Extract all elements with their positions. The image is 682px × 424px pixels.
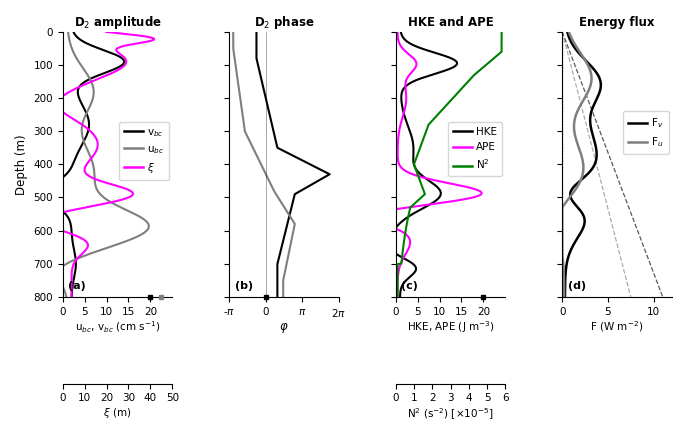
- Text: (a): (a): [68, 281, 86, 291]
- Title: Energy flux: Energy flux: [579, 16, 655, 29]
- X-axis label: $\varphi$: $\varphi$: [279, 321, 288, 335]
- Text: (c): (c): [401, 281, 418, 291]
- Title: D$_2$ phase: D$_2$ phase: [254, 14, 314, 31]
- Legend: HKE, APE, N$^2$: HKE, APE, N$^2$: [448, 122, 502, 176]
- Legend: v$_{bc}$, u$_{bc}$, $\xi$: v$_{bc}$, u$_{bc}$, $\xi$: [119, 122, 169, 180]
- Title: HKE and APE: HKE and APE: [408, 16, 493, 29]
- X-axis label: HKE, APE (J m$^{-3}$): HKE, APE (J m$^{-3}$): [406, 319, 494, 335]
- X-axis label: N$^2$ (s$^{-2}$) [$\times$10$^{-5}$]: N$^2$ (s$^{-2}$) [$\times$10$^{-5}$]: [407, 406, 494, 422]
- Text: (b): (b): [235, 281, 253, 291]
- Y-axis label: Depth (m): Depth (m): [15, 134, 28, 195]
- Text: (d): (d): [567, 281, 586, 291]
- X-axis label: $\xi$ (m): $\xi$ (m): [103, 406, 132, 420]
- X-axis label: u$_{bc}$, v$_{bc}$ (cm s$^{-1}$): u$_{bc}$, v$_{bc}$ (cm s$^{-1}$): [75, 319, 160, 335]
- Legend: F$_v$, F$_u$: F$_v$, F$_u$: [623, 111, 669, 154]
- Title: D$_2$ amplitude: D$_2$ amplitude: [74, 14, 162, 31]
- X-axis label: F (W m$^{-2}$): F (W m$^{-2}$): [591, 319, 644, 334]
